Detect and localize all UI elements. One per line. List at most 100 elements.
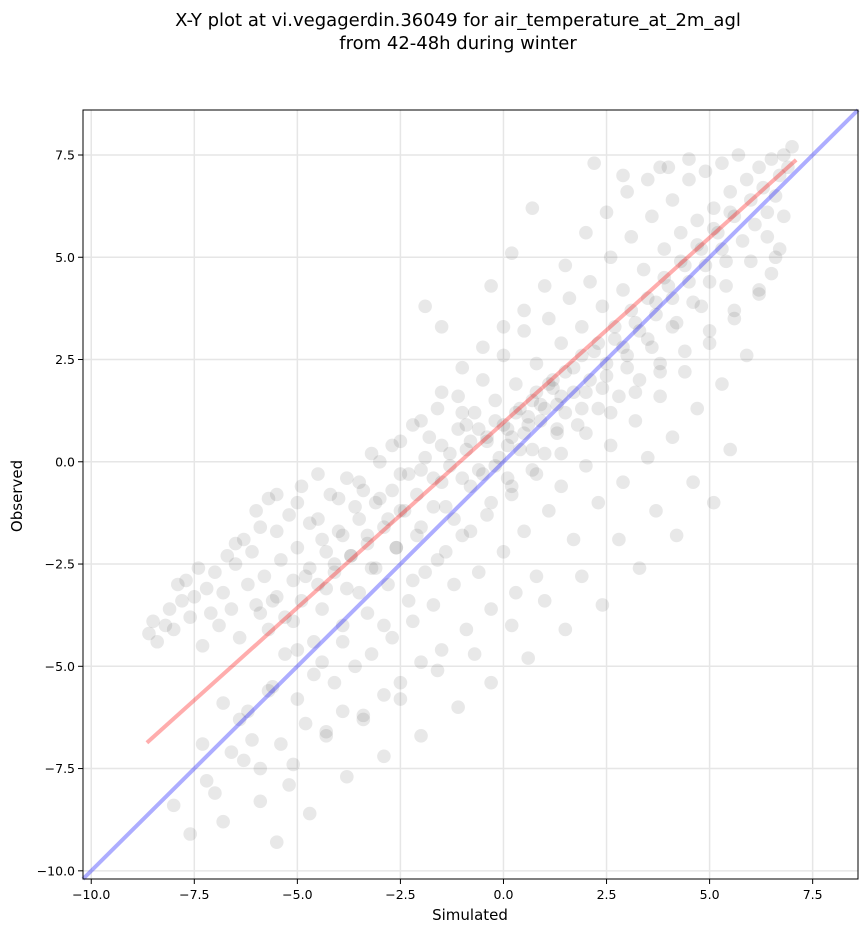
- data-point: [579, 426, 593, 440]
- data-point: [290, 540, 305, 555]
- data-point: [327, 557, 342, 571]
- data-point: [752, 287, 766, 301]
- data-point: [595, 381, 610, 395]
- data-point: [323, 487, 338, 502]
- data-point: [467, 405, 482, 420]
- data-point: [261, 622, 276, 637]
- data-point: [232, 712, 247, 727]
- data-point: [542, 311, 556, 326]
- data-point: [311, 512, 325, 526]
- data-point: [451, 389, 465, 404]
- data-point: [537, 594, 552, 608]
- data-point: [335, 634, 350, 649]
- data-point: [249, 598, 263, 612]
- data-point: [517, 324, 531, 338]
- data-point: [459, 442, 474, 457]
- data-point: [422, 430, 437, 445]
- data-point: [496, 319, 511, 334]
- data-point: [377, 688, 391, 702]
- data-point: [665, 319, 680, 334]
- data-point: [183, 610, 197, 625]
- data-point: [591, 401, 606, 416]
- data-point: [546, 381, 560, 395]
- data-point: [199, 774, 214, 788]
- data-point: [698, 164, 713, 179]
- data-point: [426, 499, 441, 514]
- data-point: [504, 618, 519, 633]
- data-point: [480, 434, 494, 449]
- data-point: [678, 344, 692, 359]
- data-point: [727, 209, 742, 224]
- data-point: [405, 573, 420, 588]
- data-point: [690, 213, 705, 228]
- data-point: [727, 303, 742, 318]
- data-point: [694, 299, 709, 314]
- data-point: [434, 319, 449, 334]
- data-point: [385, 483, 399, 498]
- data-point: [302, 516, 317, 530]
- data-point: [500, 422, 515, 436]
- y-tick-label: −7.5: [45, 761, 75, 776]
- data-point: [216, 814, 230, 829]
- data-point: [183, 827, 197, 841]
- data-point: [690, 401, 705, 416]
- data-point: [500, 438, 515, 453]
- data-point: [364, 561, 379, 575]
- data-point: [410, 528, 424, 543]
- data-point: [785, 140, 799, 154]
- data-point: [620, 348, 634, 363]
- data-point: [327, 675, 342, 690]
- data-point: [529, 385, 544, 400]
- data-point: [752, 160, 766, 175]
- data-point: [628, 315, 643, 330]
- data-point: [537, 279, 552, 293]
- data-point: [542, 504, 556, 518]
- data-point: [566, 532, 581, 547]
- data-point: [455, 471, 470, 485]
- data-point: [509, 585, 523, 600]
- data-point: [327, 565, 342, 580]
- data-point: [513, 442, 527, 457]
- data-point: [430, 663, 445, 678]
- data-point: [500, 471, 515, 485]
- data-point: [360, 606, 375, 620]
- y-tick-label: −5.0: [45, 659, 75, 674]
- data-point: [706, 221, 721, 236]
- data-point: [525, 393, 540, 408]
- data-point: [162, 602, 177, 616]
- data-point: [653, 389, 667, 404]
- y-tick-label: 7.5: [55, 147, 75, 162]
- data-point: [661, 279, 676, 293]
- data-point: [249, 504, 263, 518]
- data-point: [352, 475, 366, 490]
- data-point: [195, 737, 210, 751]
- data-point: [665, 291, 680, 305]
- data-point: [542, 377, 556, 391]
- data-point: [451, 700, 465, 715]
- data-point: [253, 761, 268, 776]
- data-point: [702, 274, 717, 289]
- data-point: [434, 385, 449, 400]
- data-point: [142, 626, 156, 641]
- data-point: [459, 418, 474, 432]
- data-point: [232, 630, 247, 645]
- data-point: [764, 152, 779, 166]
- axis-ticks: −10.0 −7.5 −5.0 −2.5 0.0 2.5 5.0 7.5 −10.0 −7.5 −5…: [37, 147, 823, 902]
- data-point: [575, 319, 589, 334]
- data-point: [315, 532, 329, 547]
- data-point: [294, 594, 309, 608]
- reference-lines: [81, 108, 860, 881]
- x-tick-label: −2.5: [385, 887, 415, 902]
- data-point: [632, 373, 647, 387]
- data-point: [166, 798, 181, 813]
- data-point: [286, 614, 301, 629]
- data-point: [517, 303, 531, 318]
- data-point: [529, 467, 544, 481]
- data-point: [649, 504, 663, 518]
- data-point: [377, 520, 391, 535]
- data-point: [377, 749, 391, 764]
- data-point: [546, 373, 560, 387]
- data-point: [579, 225, 593, 240]
- data-point: [216, 585, 230, 600]
